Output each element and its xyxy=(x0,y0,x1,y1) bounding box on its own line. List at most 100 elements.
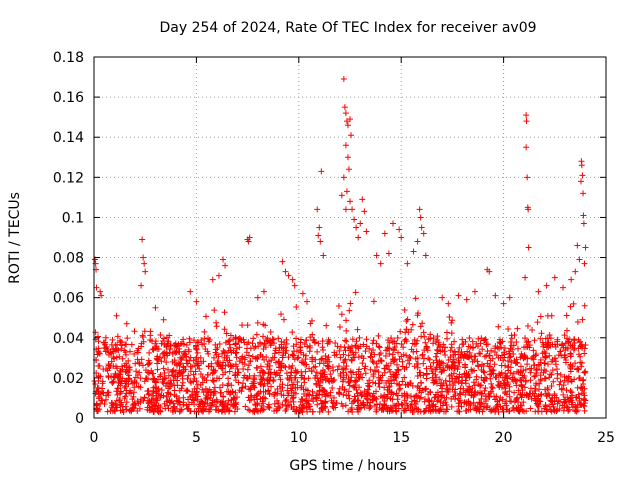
data-point xyxy=(318,356,325,363)
data-point xyxy=(111,407,118,414)
data-point xyxy=(205,350,212,357)
data-point xyxy=(373,252,380,259)
data-point xyxy=(202,385,209,392)
data-point xyxy=(300,402,307,409)
data-point xyxy=(581,403,588,410)
data-point xyxy=(210,367,217,374)
data-point xyxy=(260,288,267,295)
data-point xyxy=(290,389,297,396)
data-point xyxy=(151,375,158,382)
data-point xyxy=(225,388,232,395)
data-point xyxy=(260,400,267,407)
data-point xyxy=(154,408,161,415)
data-point xyxy=(162,375,169,382)
data-point xyxy=(190,397,197,404)
data-point xyxy=(122,393,129,400)
data-point xyxy=(359,196,366,203)
data-point xyxy=(357,400,364,407)
data-point xyxy=(460,340,467,347)
data-point xyxy=(554,341,561,348)
data-point xyxy=(217,389,224,396)
data-point xyxy=(404,260,411,267)
data-point xyxy=(185,348,192,355)
data-point xyxy=(314,206,321,213)
data-point xyxy=(342,366,349,373)
data-point xyxy=(187,354,194,361)
data-point xyxy=(301,379,308,386)
data-point xyxy=(417,323,424,330)
data-point xyxy=(116,337,123,344)
data-point xyxy=(551,391,558,398)
data-point xyxy=(565,407,572,414)
data-point xyxy=(580,212,587,219)
data-point xyxy=(482,374,489,381)
data-point xyxy=(131,405,138,412)
data-point xyxy=(523,118,530,125)
data-point xyxy=(554,375,561,382)
data-point xyxy=(274,385,281,392)
data-point xyxy=(418,224,425,231)
data-point xyxy=(532,372,539,379)
data-point xyxy=(154,360,161,367)
data-point xyxy=(152,340,159,347)
data-point xyxy=(502,381,509,388)
data-point xyxy=(352,344,359,351)
data-point xyxy=(448,344,455,351)
data-point xyxy=(118,342,125,349)
data-point xyxy=(163,350,170,357)
data-point xyxy=(190,371,197,378)
data-point xyxy=(474,343,481,350)
data-point xyxy=(221,349,228,356)
data-point xyxy=(557,371,564,378)
data-point xyxy=(136,369,143,376)
data-point xyxy=(346,378,353,385)
data-point xyxy=(475,335,482,342)
data-point xyxy=(493,393,500,400)
data-point xyxy=(183,357,190,364)
data-point xyxy=(206,336,213,343)
data-point xyxy=(108,358,115,365)
data-point xyxy=(193,385,200,392)
data-point xyxy=(283,340,290,347)
data-point xyxy=(464,348,471,355)
data-point xyxy=(285,354,292,361)
data-point xyxy=(377,374,384,381)
data-point xyxy=(497,403,504,410)
data-point xyxy=(318,168,325,175)
data-point xyxy=(524,355,531,362)
data-point xyxy=(282,268,289,275)
data-point xyxy=(456,344,463,351)
data-point xyxy=(497,394,504,401)
data-point xyxy=(372,394,379,401)
data-point xyxy=(205,406,212,413)
data-point xyxy=(337,370,344,377)
data-point xyxy=(343,327,350,334)
data-point xyxy=(141,260,148,267)
data-point xyxy=(561,404,568,411)
data-point xyxy=(283,406,290,413)
data-point xyxy=(110,401,117,408)
data-point xyxy=(196,365,203,372)
data-point xyxy=(343,317,350,324)
data-point xyxy=(145,400,152,407)
data-point xyxy=(385,404,392,411)
data-point xyxy=(401,307,408,314)
data-point xyxy=(370,346,377,353)
data-point xyxy=(213,403,220,410)
data-point xyxy=(572,408,579,415)
data-point xyxy=(400,351,407,358)
data-point xyxy=(153,385,160,392)
data-point xyxy=(260,394,267,401)
data-point xyxy=(541,348,548,355)
data-point xyxy=(262,395,269,402)
data-point xyxy=(322,400,329,407)
data-point xyxy=(425,402,432,409)
data-point xyxy=(240,365,247,372)
data-point xyxy=(463,353,470,360)
data-point xyxy=(452,351,459,358)
data-point xyxy=(127,348,134,355)
data-point xyxy=(490,367,497,374)
data-point xyxy=(381,365,388,372)
data-point xyxy=(397,385,404,392)
data-point xyxy=(131,351,138,358)
